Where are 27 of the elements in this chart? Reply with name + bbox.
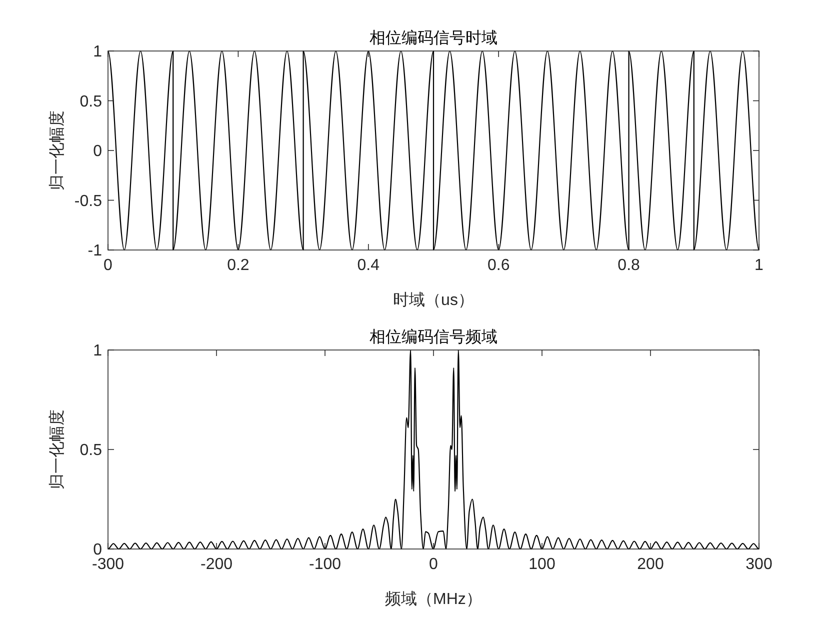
y-tick-label: 0.5: [80, 93, 102, 110]
x-tick-label: 0.8: [618, 257, 640, 274]
x-tick-label: 100: [528, 556, 556, 573]
chart-title: 相位编码信号频域: [370, 328, 498, 346]
x-tick-label: 0: [429, 556, 438, 573]
y-tick-label: -1: [88, 242, 102, 260]
x-tick-label: 0: [104, 257, 113, 274]
y-tick-label: 0: [93, 143, 102, 160]
y-tick-label: 1: [93, 44, 102, 60]
x-axis-title: 时域（us）: [393, 291, 474, 309]
y-axis-title: 归一化幅度: [48, 110, 66, 190]
x-tick-label: 0.6: [487, 257, 510, 274]
y-tick-label: -0.5: [74, 192, 102, 210]
x-tick-label: 200: [637, 556, 664, 573]
y-axis-title: 归一化幅度: [48, 410, 66, 490]
x-tick-label: 1: [754, 257, 764, 274]
x-axis-title: 频域（MHz）: [385, 590, 482, 608]
chart-title: 相位编码信号时域: [370, 29, 498, 47]
y-tick-label: 0: [93, 542, 102, 558]
x-tick-label: 0.4: [357, 257, 380, 274]
x-tick-label: -100: [308, 556, 342, 573]
x-tick-label: -200: [200, 556, 233, 573]
x-tick-label: 0.2: [227, 257, 250, 274]
y-tick-label: 0.5: [80, 442, 102, 459]
x-tick-label: 300: [746, 556, 772, 573]
x-tick-label: -300: [92, 556, 124, 573]
y-tick-label: 1: [93, 342, 102, 360]
